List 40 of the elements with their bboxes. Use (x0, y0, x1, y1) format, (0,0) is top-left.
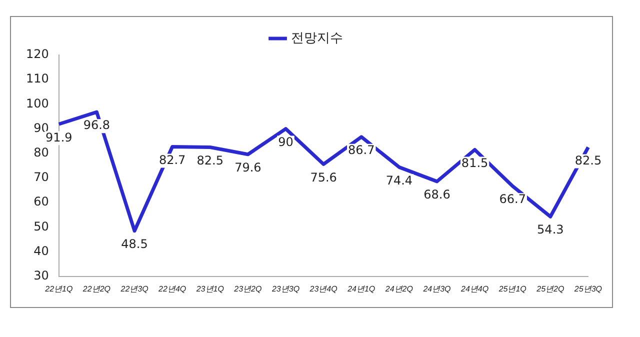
data-label: 96.8 (83, 118, 110, 132)
x-tick-label: 23년2Q (233, 284, 262, 294)
data-label: 66.7 (499, 192, 526, 206)
x-tick-label: 23년1Q (195, 284, 224, 294)
legend-label: 전망지수 (290, 30, 343, 46)
y-tick-label: 60 (34, 194, 49, 209)
data-label: 68.6 (424, 188, 450, 202)
x-tick-label: 22년2Q (82, 284, 110, 294)
y-tick-label: 110 (26, 72, 49, 86)
x-tick-label: 25년3Q (573, 284, 602, 294)
data-label: 48.5 (121, 237, 148, 252)
x-tick-label: 25년1Q (498, 284, 526, 294)
data-label: 82.5 (196, 153, 224, 168)
y-tick-label: 120 (26, 47, 49, 62)
x-tick-label: 24년4Q (460, 284, 489, 294)
data-label: 91.9 (46, 130, 72, 144)
data-label: 86.7 (348, 143, 375, 158)
data-label: 75.6 (310, 170, 337, 184)
y-tick-label: 30 (34, 268, 49, 283)
data-label: 74.4 (386, 173, 413, 188)
y-tick-label: 40 (34, 244, 49, 258)
x-tick-label: 23년3Q (270, 284, 300, 294)
data-label: 81.5 (461, 156, 488, 170)
x-tick-label: 22년1Q (44, 284, 73, 294)
data-label: 82.7 (158, 152, 186, 167)
x-tick-label: 22년3Q (120, 284, 148, 294)
x-tick-label: 22년4Q (158, 284, 186, 294)
x-tick-label: 24년3Q (422, 284, 451, 294)
data-label: 79.6 (234, 160, 262, 175)
y-tick-label: 80 (34, 146, 49, 160)
x-tick-label: 24년2Q (384, 284, 413, 294)
data-label: 90 (278, 134, 294, 149)
data-label: 82.5 (574, 153, 602, 168)
x-tick-label: 24년1Q (346, 284, 376, 294)
x-tick-label: 23년4Q (308, 284, 338, 294)
y-tick-label: 50 (34, 219, 49, 234)
y-tick-label: 100 (26, 96, 49, 110)
y-tick-label: 70 (34, 170, 49, 184)
x-tick-label: 25년2Q (536, 284, 564, 294)
data-label: 54.3 (537, 222, 564, 237)
